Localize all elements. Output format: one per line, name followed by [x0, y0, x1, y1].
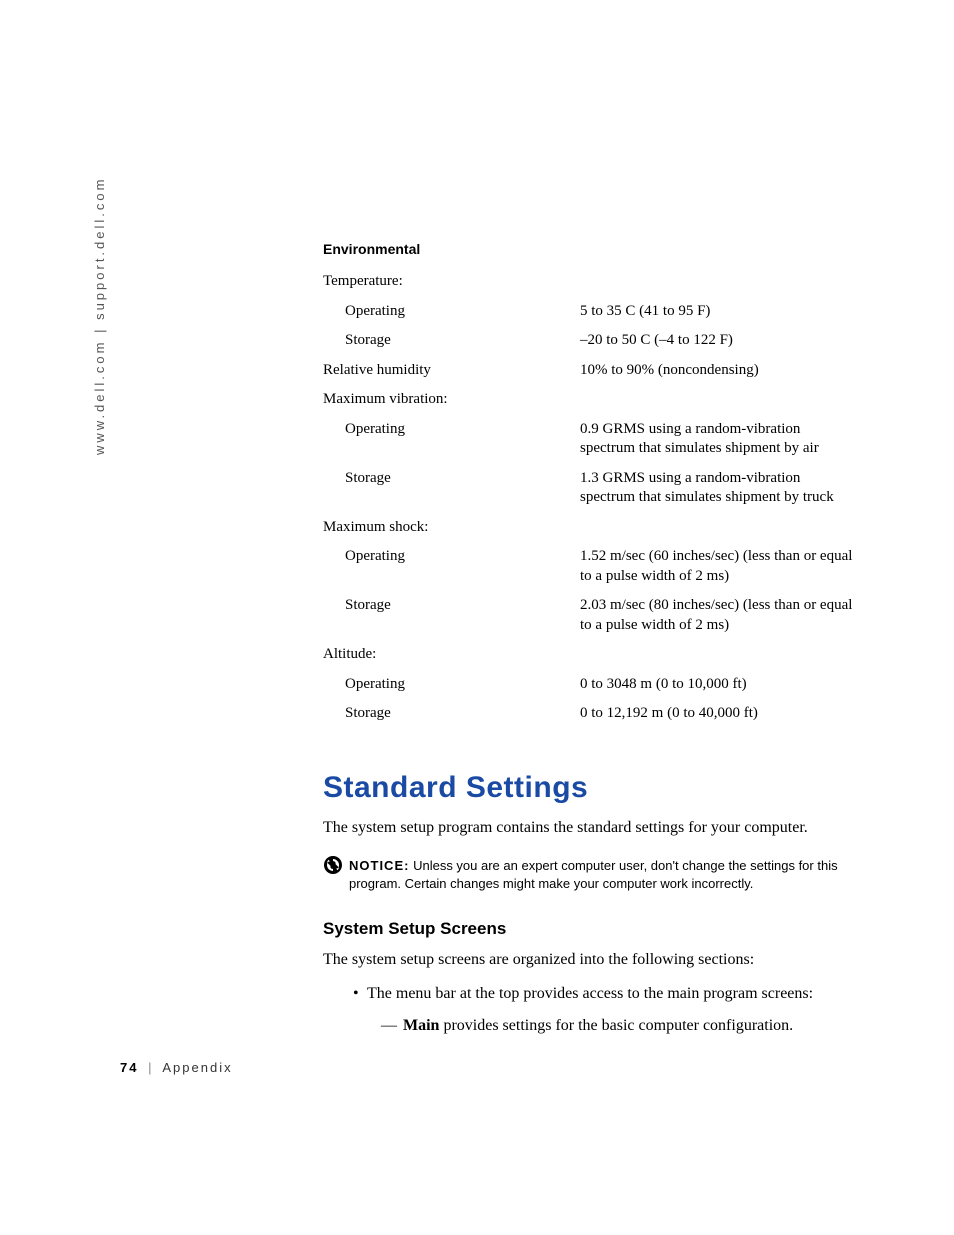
spec-label: Operating [323, 415, 580, 464]
table-row: Relative humidity10% to 90% (noncondensi… [323, 356, 853, 386]
sub-bullet-item: Main provides settings for the basic com… [367, 1014, 853, 1038]
spec-value [580, 513, 853, 543]
spec-value [580, 267, 853, 297]
spec-value [580, 640, 853, 670]
table-row: Operating0 to 3048 m (0 to 10,000 ft) [323, 670, 853, 700]
spec-value: 10% to 90% (noncondensing) [580, 356, 853, 386]
bullet-list: The menu bar at the top provides access … [323, 982, 853, 1038]
bullet-item: The menu bar at the top provides access … [323, 982, 853, 1038]
spec-value: 5 to 35 C (41 to 95 F) [580, 297, 853, 327]
table-row: Maximum vibration: [323, 385, 853, 415]
main-content: Environmental Temperature:Operating5 to … [323, 241, 853, 1046]
notice-text: NOTICE: Unless you are an expert compute… [349, 857, 853, 893]
spec-label: Relative humidity [323, 356, 580, 386]
spec-value: 0 to 12,192 m (0 to 40,000 ft) [580, 699, 853, 729]
bullet-text: The menu bar at the top provides access … [367, 985, 813, 1002]
spec-label: Storage [323, 591, 580, 640]
table-row: Altitude: [323, 640, 853, 670]
spec-label: Storage [323, 464, 580, 513]
table-row: Storage0 to 12,192 m (0 to 40,000 ft) [323, 699, 853, 729]
spec-label: Maximum vibration: [323, 385, 580, 415]
table-row: Storage–20 to 50 C (–4 to 122 F) [323, 326, 853, 356]
table-row: Operating1.52 m/sec (60 inches/sec) (les… [323, 542, 853, 591]
spec-label: Maximum shock: [323, 513, 580, 543]
section-heading: Standard Settings [323, 771, 853, 805]
page-number: 74 [120, 1060, 138, 1075]
sub-bullet-bold: Main [403, 1017, 439, 1034]
spec-value: –20 to 50 C (–4 to 122 F) [580, 326, 853, 356]
subheading: System Setup Screens [323, 919, 853, 939]
spec-value: 0.9 GRMS using a random-vibration spectr… [580, 415, 853, 464]
footer-divider: | [148, 1060, 153, 1075]
table-row: Storage1.3 GRMS using a random-vibration… [323, 464, 853, 513]
subtext: The system setup screens are organized i… [323, 949, 853, 971]
spec-value: 1.3 GRMS using a random-vibration spectr… [580, 464, 853, 513]
spec-value [580, 385, 853, 415]
table-title: Environmental [323, 241, 853, 257]
page-footer: 74 | Appendix [120, 1060, 233, 1075]
spec-label: Operating [323, 297, 580, 327]
notice-icon [323, 855, 343, 880]
notice-block: NOTICE: Unless you are an expert compute… [323, 857, 853, 893]
notice-label: NOTICE: [349, 858, 409, 873]
spec-value: 2.03 m/sec (80 inches/sec) (less than or… [580, 591, 853, 640]
spec-label: Operating [323, 542, 580, 591]
sub-bullet-list: Main provides settings for the basic com… [367, 1014, 853, 1038]
spec-label: Storage [323, 326, 580, 356]
table-row: Temperature: [323, 267, 853, 297]
intro-paragraph: The system setup program contains the st… [323, 817, 853, 839]
footer-section: Appendix [162, 1060, 232, 1075]
table-row: Operating5 to 35 C (41 to 95 F) [323, 297, 853, 327]
table-row: Operating0.9 GRMS using a random-vibrati… [323, 415, 853, 464]
spec-value: 1.52 m/sec (60 inches/sec) (less than or… [580, 542, 853, 591]
sub-bullet-rest: provides settings for the basic computer… [439, 1017, 793, 1034]
table-row: Storage2.03 m/sec (80 inches/sec) (less … [323, 591, 853, 640]
spec-label: Altitude: [323, 640, 580, 670]
spec-value: 0 to 3048 m (0 to 10,000 ft) [580, 670, 853, 700]
side-url-text: www.dell.com | support.dell.com [92, 177, 107, 455]
notice-body: Unless you are an expert computer user, … [349, 858, 838, 891]
spec-label: Storage [323, 699, 580, 729]
environmental-table: Temperature:Operating5 to 35 C (41 to 95… [323, 267, 853, 729]
table-row: Maximum shock: [323, 513, 853, 543]
spec-label: Operating [323, 670, 580, 700]
spec-label: Temperature: [323, 267, 580, 297]
